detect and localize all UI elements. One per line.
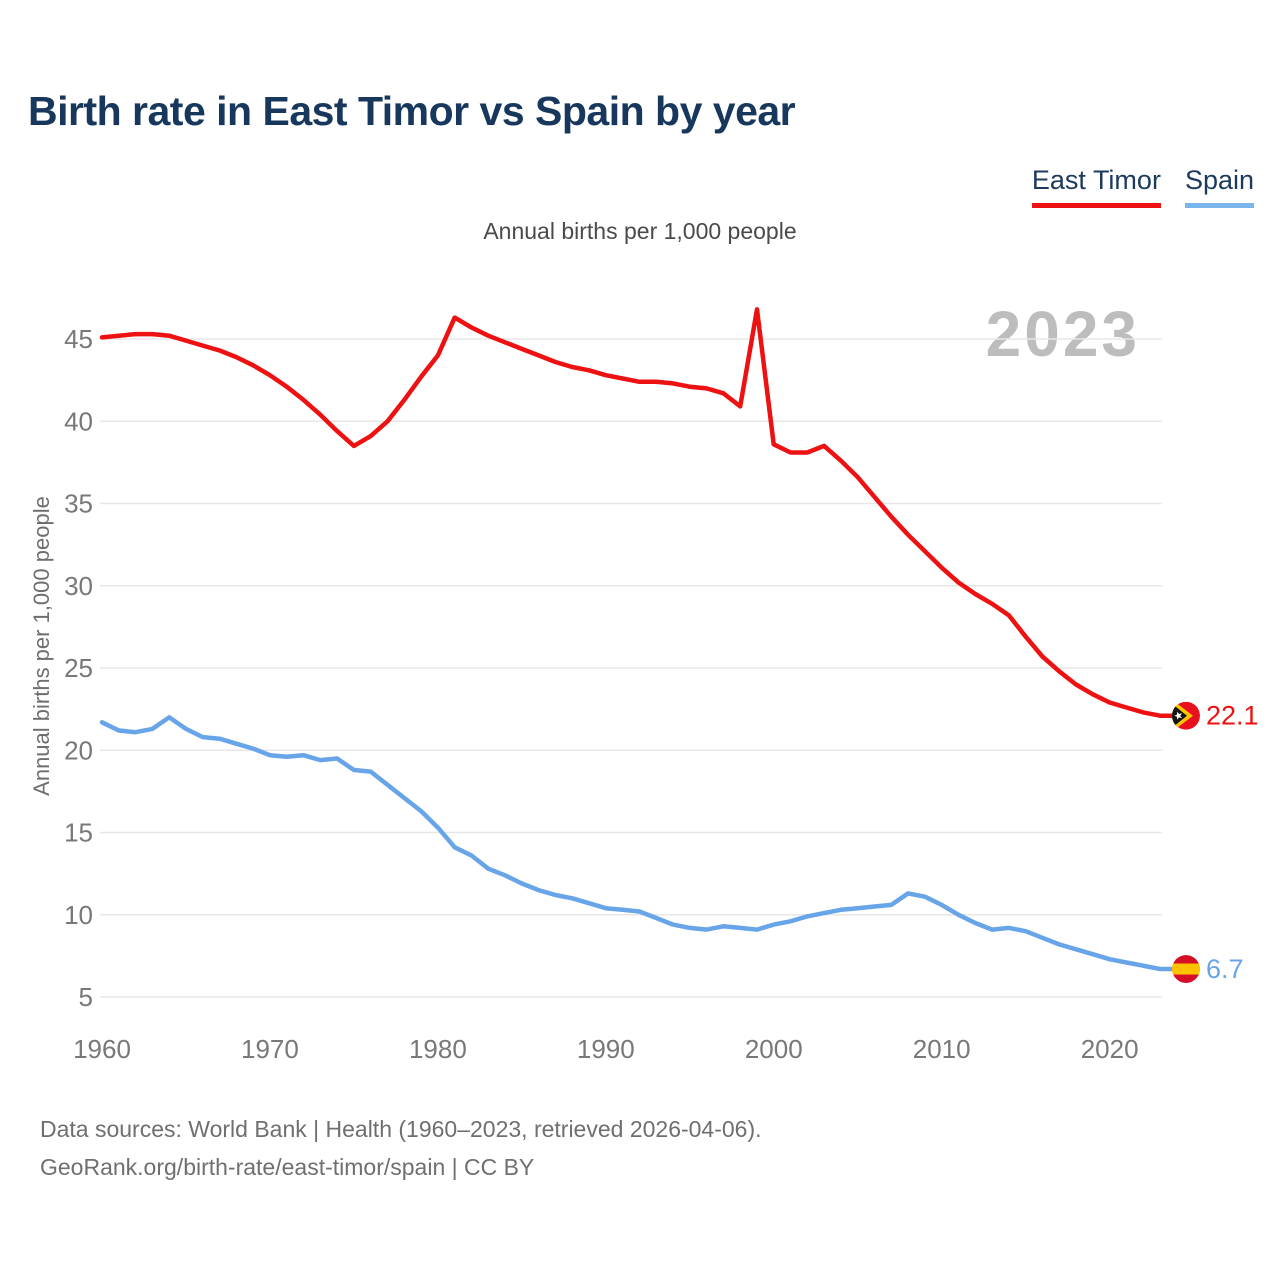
x-tick-label: 2010 xyxy=(913,1034,971,1064)
end-value-label-east-timor: 22.1 xyxy=(1206,701,1259,731)
x-tick-label: 1970 xyxy=(241,1034,299,1064)
page-title: Birth rate in East Timor vs Spain by yea… xyxy=(28,88,796,134)
y-tick-label: 30 xyxy=(64,571,93,601)
legend: East Timor Spain xyxy=(1031,165,1254,208)
y-tick-label: 10 xyxy=(64,900,93,930)
x-tick-label: 1980 xyxy=(409,1034,467,1064)
y-tick-label: 20 xyxy=(64,735,93,765)
series-line-spain xyxy=(99,715,1176,972)
y-tick-label: 40 xyxy=(64,406,93,436)
source-line-1: Data sources: World Bank | Health (1960–… xyxy=(40,1116,762,1142)
source-attribution: Data sources: World Bank | Health (1960–… xyxy=(40,1110,762,1186)
x-tick-label: 1990 xyxy=(577,1034,635,1064)
legend-item-spain[interactable]: Spain xyxy=(1184,165,1254,208)
x-tick-label: 2020 xyxy=(1081,1034,1139,1064)
y-tick-label: 5 xyxy=(79,982,93,1012)
y-tick-label: 25 xyxy=(64,653,93,683)
x-tick-label: 1960 xyxy=(73,1034,131,1064)
y-tick-label: 35 xyxy=(64,489,93,519)
source-line-2: GeoRank.org/birth-rate/east-timor/spain … xyxy=(40,1154,535,1180)
series-line-east-timor xyxy=(99,307,1176,718)
chart-subtitle: Annual births per 1,000 people xyxy=(483,218,797,244)
y-tick-label: 15 xyxy=(64,818,93,848)
east-timor-flag-icon xyxy=(1172,701,1200,730)
legend-item-east-timor[interactable]: East Timor xyxy=(1031,165,1161,208)
spain-flag-icon xyxy=(1172,955,1200,984)
y-tick-label: 45 xyxy=(64,324,93,354)
end-value-label-spain: 6.7 xyxy=(1206,954,1244,984)
x-tick-label: 2000 xyxy=(745,1034,803,1064)
year-watermark: 2023 xyxy=(985,298,1140,370)
